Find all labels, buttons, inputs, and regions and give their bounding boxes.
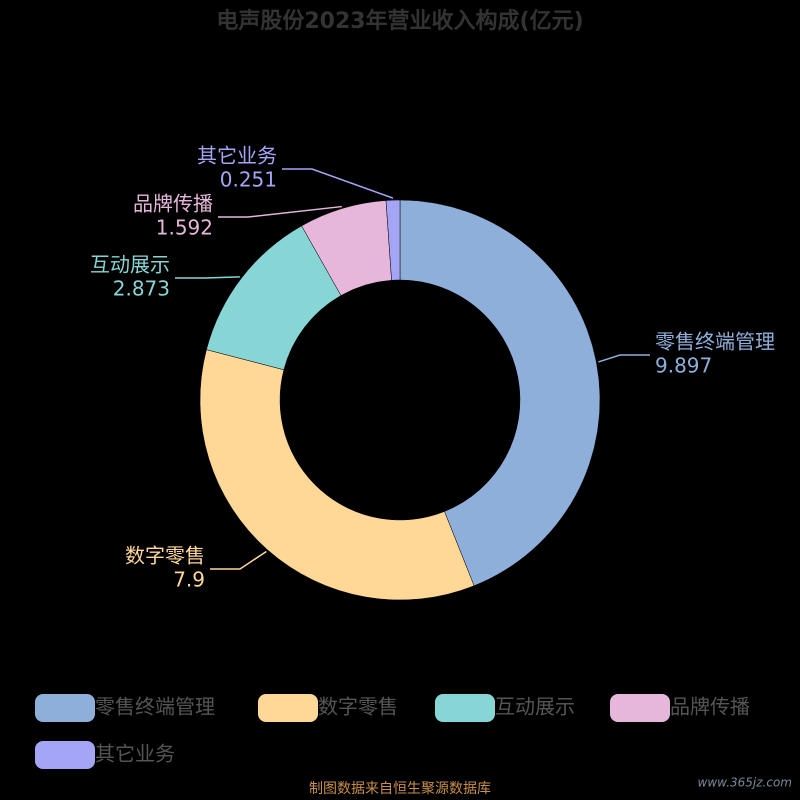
legend-swatch[interactable]: [435, 694, 495, 722]
legend-label[interactable]: 零售终端管理: [95, 695, 215, 719]
slice-value: 2.873: [113, 277, 170, 301]
slice-label: 品牌传播: [133, 192, 213, 216]
slice-value: 1.592: [156, 216, 213, 240]
legend-swatch[interactable]: [35, 741, 95, 769]
legend-label[interactable]: 其它业务: [95, 742, 175, 766]
slice-value: 0.251: [220, 168, 277, 192]
chart-title: 电声股份2023年营业收入构成(亿元): [216, 8, 583, 34]
slice-label: 其它业务: [197, 144, 277, 168]
slice-label: 数字零售: [125, 544, 205, 568]
leader-line: [210, 550, 267, 570]
watermark: www.365jz.com: [698, 776, 792, 790]
legend-label[interactable]: 品牌传播: [670, 695, 750, 719]
legend-label[interactable]: 互动展示: [495, 695, 575, 719]
leader-line: [218, 205, 342, 218]
leader-line: [282, 168, 394, 199]
leader-line: [598, 354, 650, 363]
slice: [199, 349, 475, 601]
slice-value: 7.9: [173, 568, 205, 592]
leader-line: [175, 276, 240, 279]
slice-label: 零售终端管理: [655, 330, 775, 354]
legend-swatch[interactable]: [35, 694, 95, 722]
slice-value: 9.897: [655, 354, 712, 378]
legend-swatch[interactable]: [610, 694, 670, 722]
legend-swatch[interactable]: [258, 694, 318, 722]
source-note: 制图数据来自恒生聚源数据库: [309, 781, 491, 797]
slice-label: 互动展示: [90, 253, 170, 277]
legend-label[interactable]: 数字零售: [318, 695, 398, 719]
slice: [385, 199, 401, 281]
slice: [399, 199, 601, 587]
